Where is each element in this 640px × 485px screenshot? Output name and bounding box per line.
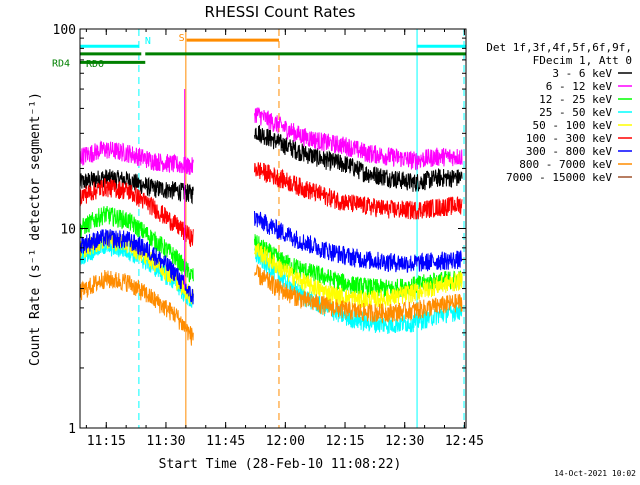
timestamp: 14-Oct-2021 10:02 [554, 469, 636, 478]
annotation-label: N [145, 36, 151, 47]
series-line [254, 107, 463, 171]
y-axis-label: Count Rate (s⁻¹ detector segment⁻¹) [28, 92, 43, 366]
series-line [254, 243, 463, 310]
annotation-label: RDO [86, 59, 104, 70]
x-axis-label: Start Time (28-Feb-10 11:08:22) [159, 457, 402, 472]
x-tick-label: 12:15 [325, 434, 364, 449]
annotation-bars: N S RDO RD4 [52, 33, 466, 70]
series-line [79, 269, 194, 346]
legend-entry-label: 300 - 800 keV [526, 145, 612, 158]
x-tick-label: 11:45 [206, 434, 245, 449]
legend-entry-label: 50 - 100 keV [533, 119, 613, 132]
series-line [254, 125, 463, 192]
legend-entry-label: 12 - 25 keV [539, 93, 612, 106]
series-line [79, 205, 194, 283]
legend: Det 1f,3f,4f,5f,6f,9f,FDecim 1, Att 03 -… [486, 41, 632, 184]
legend-entry-label: 25 - 50 keV [539, 106, 612, 119]
legend-header: Det 1f,3f,4f,5f,6f,9f, [486, 41, 632, 54]
y-tick-label: 1 [68, 422, 76, 437]
series-line [79, 178, 194, 248]
x-tick-label: 12:00 [266, 434, 305, 449]
y-tick-label: 10 [60, 223, 76, 238]
legend-entry-label: 100 - 300 keV [526, 132, 612, 145]
legend-entry-label: 7000 - 15000 keV [506, 171, 612, 184]
series-line [254, 210, 463, 273]
legend-entry-label: 800 - 7000 keV [519, 158, 612, 171]
chart-title: RHESSI Count Rates [205, 3, 356, 21]
series-group [79, 89, 463, 346]
series-line [254, 162, 463, 220]
x-tick-label: 11:15 [87, 434, 126, 449]
series-line [79, 140, 194, 175]
annotation-label: RD4 [52, 58, 70, 69]
series-line [79, 229, 194, 305]
legend-entry-label: 6 - 12 keV [546, 80, 613, 93]
axis-ticks: 11:15 11:30 11:45 12:00 12:15 12:30 12:45 1 10 10… [53, 23, 484, 449]
x-tick-label: 11:30 [146, 434, 185, 449]
x-tick-label: 12:30 [385, 434, 424, 449]
y-tick-label: 100 [53, 23, 76, 38]
legend-header: FDecim 1, Att 0 [533, 54, 632, 67]
series-line [254, 263, 463, 324]
x-tick-label: 12:45 [445, 434, 484, 449]
annotation-label: S [179, 33, 185, 44]
legend-entry-label: 3 - 6 keV [552, 67, 612, 80]
